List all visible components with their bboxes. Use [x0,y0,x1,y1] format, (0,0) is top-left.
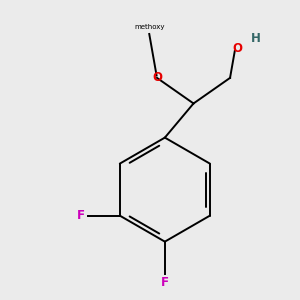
Text: O: O [232,42,242,55]
Text: methoxy: methoxy [134,24,164,30]
Text: O: O [152,71,162,84]
Text: F: F [77,209,85,222]
Text: H: H [250,32,260,45]
Text: F: F [161,276,169,289]
